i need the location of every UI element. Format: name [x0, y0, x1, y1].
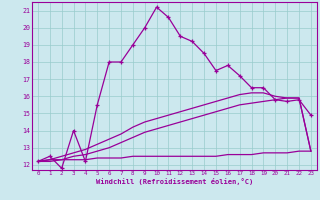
- X-axis label: Windchill (Refroidissement éolien,°C): Windchill (Refroidissement éolien,°C): [96, 178, 253, 185]
